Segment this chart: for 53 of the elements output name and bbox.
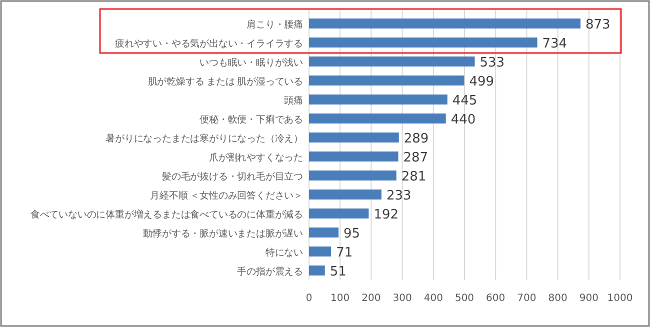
bar: [309, 228, 339, 238]
x-tick-label: 900: [579, 293, 598, 304]
x-tick-label: 0: [306, 293, 312, 304]
x-tick-label: 800: [548, 293, 568, 304]
bar: [309, 170, 396, 180]
bar: [309, 266, 325, 276]
data-label: 873: [586, 18, 610, 32]
x-tick-label: 1000: [607, 293, 633, 304]
data-label: 734: [542, 36, 568, 52]
y-tick-label: 髪の毛が抜ける・切れ毛が目立つ: [162, 170, 304, 182]
y-tick-label: 疲れやすい・やる気が出ない・イライラする: [114, 38, 303, 50]
data-label: 287: [403, 150, 428, 166]
bar: [309, 38, 538, 48]
data-label: 233: [386, 188, 412, 204]
data-label: 445: [452, 94, 478, 108]
bar: [309, 94, 448, 104]
data-label: 51: [330, 264, 346, 280]
data-label: 533: [480, 56, 505, 70]
bar: [309, 246, 332, 256]
data-label: 95: [344, 226, 360, 242]
y-tick-label: 暑がりになったまたは寒がりになった（冷え）: [106, 132, 303, 144]
data-label: 499: [469, 74, 494, 90]
x-tick-label: 700: [517, 293, 536, 304]
x-tick-label: 600: [486, 293, 506, 304]
x-tick-label: 200: [362, 293, 381, 304]
y-tick-label: 食べていないのに体重が増えるまたは食べているのに体重が減る: [30, 208, 303, 220]
y-tick-label: 頭痛: [284, 94, 304, 106]
y-tick-label: 肌が乾燥する または 肌が湿っている: [148, 76, 303, 88]
y-tick-label: 月経不順 ＜女性のみ回答ください＞: [150, 190, 303, 202]
y-tick-label: 動悸がする・脈が速いまたは脈が遅い: [143, 228, 304, 240]
bar: [309, 132, 399, 142]
data-label: 289: [404, 132, 429, 146]
bar: [309, 18, 581, 28]
data-label: 281: [401, 170, 426, 184]
x-tick-label: 500: [454, 293, 474, 304]
bar: [309, 190, 382, 200]
bar: [309, 208, 369, 218]
bar: [309, 152, 398, 162]
y-tick-label: 肩こり・腰痛: [246, 18, 304, 30]
data-label: 440: [450, 112, 476, 128]
bar: [309, 56, 475, 66]
x-tick-label: 300: [392, 293, 412, 304]
x-tick-label: 400: [424, 293, 443, 304]
x-tick-label: 100: [330, 293, 350, 304]
y-tick-label: 手の指が震える: [237, 266, 303, 278]
y-tick-label: いつも眠い・眠りが浅い: [200, 56, 304, 68]
bar: [309, 114, 446, 124]
data-label: 71: [336, 246, 353, 260]
bar: [309, 76, 464, 86]
y-tick-label: 便秘・軟便・下痢である: [200, 114, 303, 126]
y-tick-label: 特にない: [265, 246, 304, 258]
data-label: 192: [374, 208, 399, 222]
y-tick-label: 爪が割れやすくなった: [208, 152, 304, 164]
